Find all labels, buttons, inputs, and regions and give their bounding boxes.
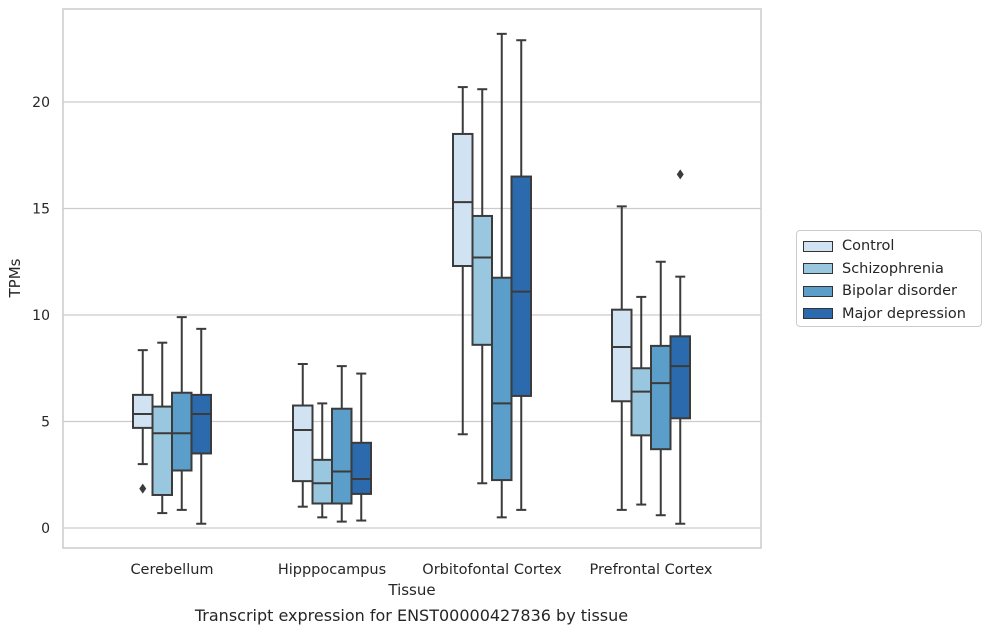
- box-schizophrenia: [471, 88, 493, 485]
- y-tick-label: 15: [32, 202, 50, 218]
- box-schizophrenia: [151, 341, 173, 515]
- legend: Control Schizophrenia Bipolar disorder Majo…: [796, 230, 982, 327]
- box-schizophrenia: [630, 295, 652, 506]
- box-schizophrenia: [311, 402, 333, 519]
- box-bipolar-disorder: [650, 260, 672, 517]
- y-tick-label: 20: [32, 95, 50, 111]
- box-iqr: [190, 393, 212, 455]
- y-tick-labels: 0 5 10 15 20: [32, 95, 50, 537]
- box-iqr: [630, 367, 652, 437]
- x-tick-label: Orbitofontal Cortex: [422, 562, 562, 578]
- box-iqr: [171, 391, 193, 472]
- legend-item: Bipolar disorder: [803, 280, 981, 303]
- box-plot-series: [132, 32, 691, 525]
- box-iqr: [331, 407, 353, 505]
- x-tick-label: Hipppocampus: [278, 562, 386, 578]
- box-control: [292, 362, 314, 508]
- outlier-point: [676, 169, 684, 180]
- box-iqr: [669, 335, 691, 420]
- box-control: [611, 205, 633, 511]
- y-tick-label: 0: [41, 521, 50, 537]
- y-tick-label: 10: [32, 308, 50, 324]
- legend-label: Major depression: [842, 305, 966, 322]
- box-control: [452, 86, 474, 436]
- box-iqr: [311, 458, 333, 505]
- x-tick-label: Prefrontal Cortex: [590, 562, 713, 578]
- legend-label: Schizophrenia: [842, 260, 944, 277]
- box-major-depression: [669, 169, 691, 525]
- legend-item: Control: [803, 235, 981, 258]
- legend-label: Bipolar disorder: [842, 283, 957, 300]
- box-iqr: [452, 132, 474, 268]
- x-tick-labels: Cerebellum Hipppocampus Orbitofontal Corte…: [130, 562, 712, 578]
- box-iqr: [510, 175, 532, 397]
- box-control: [132, 349, 154, 494]
- legend-swatch: [803, 263, 833, 275]
- y-axis-label: TPMs: [6, 258, 24, 298]
- box-iqr: [611, 308, 633, 403]
- box-iqr: [350, 441, 372, 495]
- outlier-point: [139, 483, 147, 494]
- box-iqr: [491, 276, 513, 482]
- box-bipolar-disorder: [171, 316, 193, 511]
- box-iqr: [151, 405, 173, 496]
- legend-item: Major depression: [803, 303, 981, 326]
- box-major-depression: [190, 327, 212, 525]
- plot-frame: [62, 8, 762, 549]
- box-bipolar-disorder: [491, 32, 513, 519]
- figure-caption: Transcript expression for ENST0000042783…: [194, 606, 629, 625]
- legend-swatch: [803, 240, 833, 252]
- box-iqr: [132, 393, 154, 429]
- box-bipolar-disorder: [331, 365, 353, 523]
- box-iqr: [292, 404, 314, 483]
- box-major-depression: [510, 39, 532, 511]
- x-axis-label: Tissue: [387, 581, 435, 599]
- x-tick-label: Cerebellum: [130, 562, 213, 578]
- legend-swatch: [803, 285, 833, 297]
- box-iqr: [650, 344, 672, 451]
- legend-label: Control: [842, 238, 895, 255]
- box-major-depression: [350, 372, 372, 522]
- legend-swatch: [803, 308, 833, 320]
- box-iqr: [471, 214, 493, 346]
- y-tick-label: 5: [41, 415, 50, 431]
- legend-item: Schizophrenia: [803, 258, 981, 281]
